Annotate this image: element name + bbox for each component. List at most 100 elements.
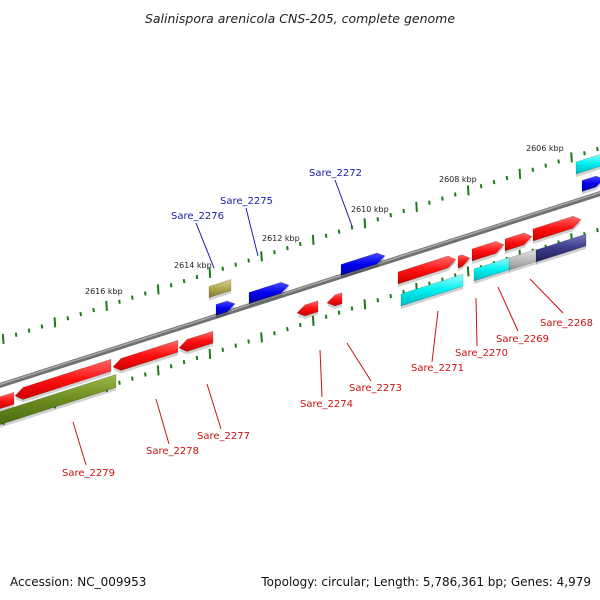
tick-mark bbox=[324, 233, 328, 238]
backbone-line bbox=[0, 190, 600, 389]
tick-mark bbox=[182, 278, 186, 284]
tick-mark bbox=[169, 364, 173, 369]
tick-mark bbox=[273, 250, 276, 255]
gene-cyan-a-feature-body bbox=[400, 273, 464, 307]
gene-sare-2275-feature[interactable] bbox=[248, 281, 290, 307]
scale-label-2612: 2612 kbp bbox=[262, 234, 300, 243]
tick-mark bbox=[221, 266, 225, 271]
tick-mark bbox=[118, 299, 121, 304]
tick-mark bbox=[311, 234, 315, 245]
tick-mark bbox=[454, 192, 457, 197]
gene-label-sare-2278[interactable]: Sare_2278 bbox=[146, 446, 199, 457]
tick-mark bbox=[402, 208, 405, 214]
gene-sare-2276-feature-body bbox=[215, 300, 236, 316]
tick-mark bbox=[531, 167, 535, 172]
tick-mark bbox=[428, 200, 431, 205]
gene-sare-2279-red-feature-body bbox=[14, 358, 112, 400]
scale-label-2616: 2616 kbp bbox=[85, 287, 123, 296]
gene-sare-2273-feature-body bbox=[326, 292, 343, 307]
gene-cyan-a-feature[interactable] bbox=[400, 273, 464, 309]
gene-sare-2279-olive-feature[interactable] bbox=[0, 374, 117, 429]
gene-sare-2272-feature[interactable] bbox=[340, 252, 386, 279]
gene-label-sare-2268[interactable]: Sare_2268 bbox=[540, 318, 593, 329]
gene-blue-right-feature[interactable] bbox=[581, 175, 600, 195]
tick-mark bbox=[350, 225, 354, 230]
gene-label-sare-2274[interactable]: Sare_2274 bbox=[300, 399, 353, 410]
gene-sare-2269-feature[interactable] bbox=[504, 232, 533, 254]
tick-mark bbox=[260, 251, 263, 262]
gene-khaki-feature[interactable] bbox=[208, 279, 232, 301]
tick-mark bbox=[208, 348, 212, 359]
tick-mark bbox=[53, 317, 57, 328]
gene-label-sare-2272[interactable]: Sare_2272 bbox=[309, 168, 362, 179]
tick-mark bbox=[363, 218, 367, 229]
tick-mark bbox=[40, 324, 44, 329]
scale-label-2606: 2606 kbp bbox=[526, 144, 564, 153]
tick-mark bbox=[105, 300, 108, 311]
tick-mark bbox=[492, 179, 496, 185]
tick-mark bbox=[544, 163, 548, 168]
gene-label-sare-2279[interactable]: Sare_2279 bbox=[62, 468, 115, 479]
gene-sare-2269-feature-body bbox=[504, 232, 533, 252]
label-leader-line bbox=[206, 383, 222, 430]
gene-label-sare-2273[interactable]: Sare_2273 bbox=[349, 383, 402, 394]
label-leader-line bbox=[72, 421, 87, 466]
map-title: Salinispora arenicola CNS-205, complete … bbox=[145, 11, 455, 26]
tick-mark bbox=[144, 372, 147, 377]
tick-mark bbox=[182, 359, 186, 365]
tick-mark bbox=[195, 274, 199, 280]
tick-mark bbox=[169, 283, 173, 288]
gene-sare-2277-feature[interactable] bbox=[178, 330, 214, 355]
tick-mark bbox=[14, 332, 18, 337]
tick-mark bbox=[131, 295, 134, 300]
scale-label-2608: 2608 kbp bbox=[439, 175, 477, 184]
tick-mark bbox=[247, 339, 250, 344]
tick-mark bbox=[466, 266, 470, 277]
tick-mark bbox=[286, 245, 289, 251]
gene-label-sare-2276[interactable]: Sare_2276 bbox=[171, 211, 224, 222]
tick-mark bbox=[273, 331, 276, 336]
tick-mark bbox=[570, 152, 573, 163]
gene-red-left-edge-feature[interactable] bbox=[0, 391, 15, 413]
gene-label-sare-2270[interactable]: Sare_2270 bbox=[455, 348, 508, 359]
gene-sare-2276-feature[interactable] bbox=[215, 300, 236, 319]
gene-navy-feature[interactable] bbox=[535, 233, 587, 265]
tick-mark bbox=[195, 355, 199, 361]
gene-sare-2279-red-feature[interactable] bbox=[14, 358, 112, 403]
gene-grey-feature[interactable] bbox=[508, 248, 538, 273]
gene-sare-2273-feature[interactable] bbox=[326, 292, 343, 309]
scale-label-2610: 2610 kbp bbox=[351, 205, 389, 214]
gene-red-small-a-feature[interactable] bbox=[457, 254, 471, 271]
tick-mark bbox=[505, 175, 509, 181]
gene-cyan-top-right-feature[interactable] bbox=[575, 153, 600, 177]
gene-label-sare-2269[interactable]: Sare_2269 bbox=[496, 334, 549, 345]
gene-sare-2268-feature[interactable] bbox=[532, 215, 582, 244]
gene-label-sare-2275[interactable]: Sare_2275 bbox=[220, 196, 273, 207]
tick-mark bbox=[518, 168, 522, 179]
gene-label-sare-2277[interactable]: Sare_2277 bbox=[197, 431, 250, 442]
tick-mark bbox=[479, 184, 483, 189]
scale-label-2614: 2614 kbp bbox=[174, 261, 212, 270]
accession-text: Accession: NC_009953 bbox=[10, 575, 146, 589]
label-leader-line bbox=[497, 286, 519, 332]
tick-mark bbox=[92, 307, 95, 313]
gene-red-left-edge-feature-body bbox=[0, 391, 15, 410]
gene-label-sare-2271[interactable]: Sare_2271 bbox=[411, 363, 464, 374]
tick-mark bbox=[260, 332, 263, 343]
tick-mark bbox=[299, 241, 302, 247]
gene-sare-2279-olive-feature-body bbox=[0, 374, 117, 425]
tick-mark bbox=[337, 229, 341, 234]
tick-mark bbox=[286, 326, 289, 332]
label-leader-line bbox=[334, 179, 353, 227]
gene-sare-2278-feature[interactable] bbox=[112, 339, 179, 374]
gene-sare-2271-feature[interactable] bbox=[397, 255, 457, 287]
tick-mark bbox=[363, 299, 367, 310]
tick-marks bbox=[1, 146, 599, 425]
gene-sare-2274-feature[interactable] bbox=[296, 300, 319, 319]
tick-mark bbox=[131, 376, 134, 381]
tick-mark bbox=[389, 212, 393, 218]
gene-sare-2270-feature[interactable] bbox=[471, 241, 505, 264]
label-leader-line bbox=[431, 310, 439, 363]
genome-summary-text: Topology: circular; Length: 5,786,361 bp… bbox=[260, 575, 591, 589]
label-leaders bbox=[72, 179, 564, 466]
